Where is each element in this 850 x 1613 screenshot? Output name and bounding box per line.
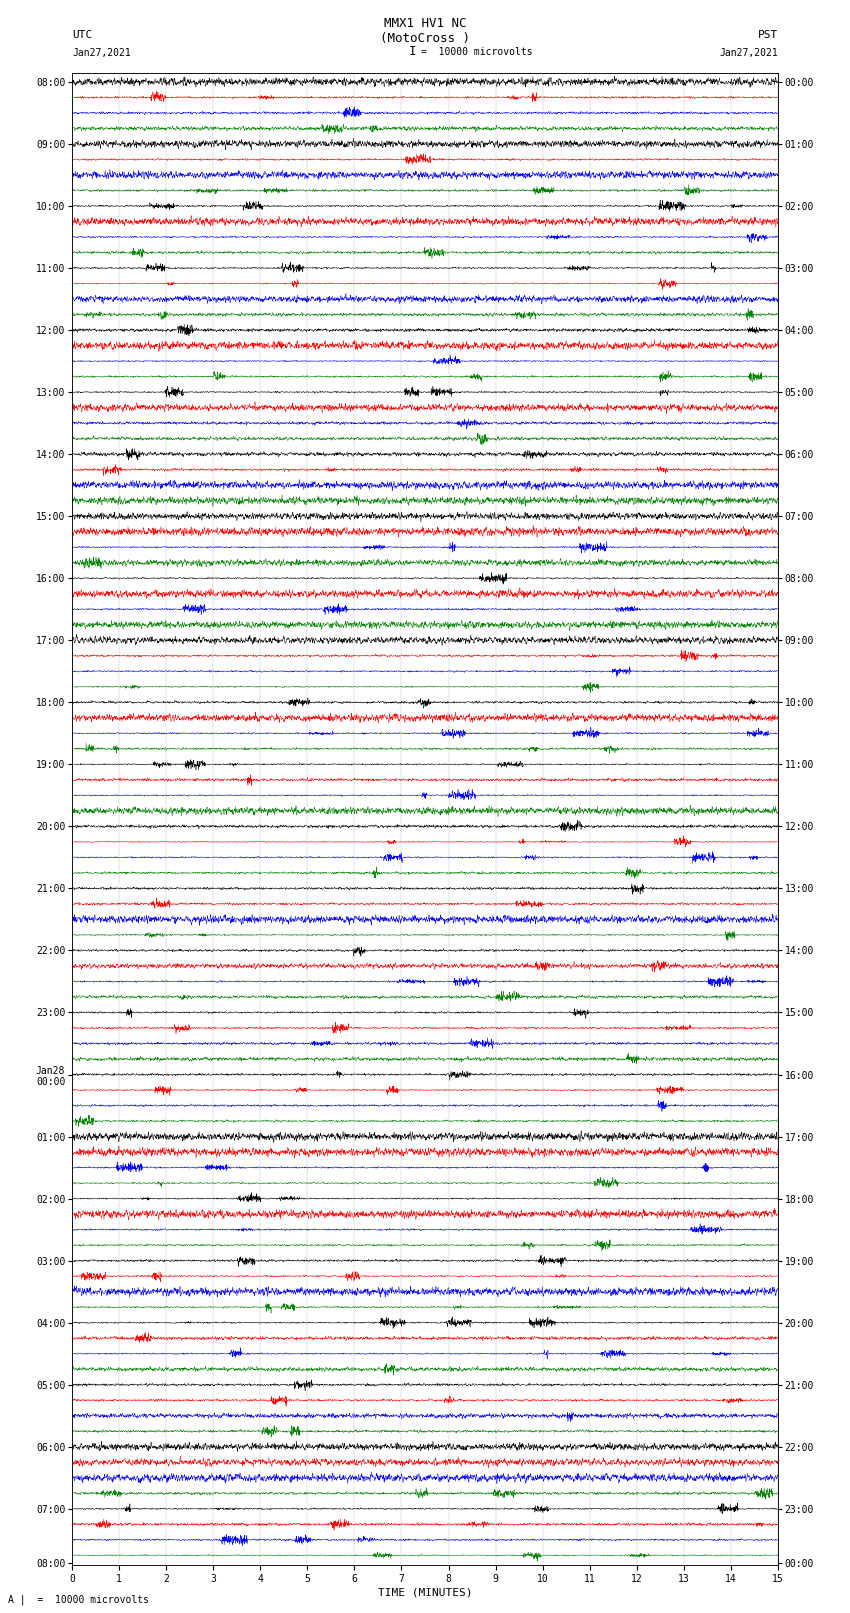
Title: MMX1 HV1 NC
(MotoCross ): MMX1 HV1 NC (MotoCross ) [380,18,470,45]
Text: =  10000 microvolts: = 10000 microvolts [421,47,532,56]
Text: I: I [409,45,416,58]
Text: Jan27,2021: Jan27,2021 [72,48,131,58]
Text: UTC: UTC [72,31,93,40]
Text: A |  =  10000 microvolts: A | = 10000 microvolts [8,1594,150,1605]
X-axis label: TIME (MINUTES): TIME (MINUTES) [377,1587,473,1597]
Text: PST: PST [757,31,778,40]
Text: Jan27,2021: Jan27,2021 [719,48,778,58]
